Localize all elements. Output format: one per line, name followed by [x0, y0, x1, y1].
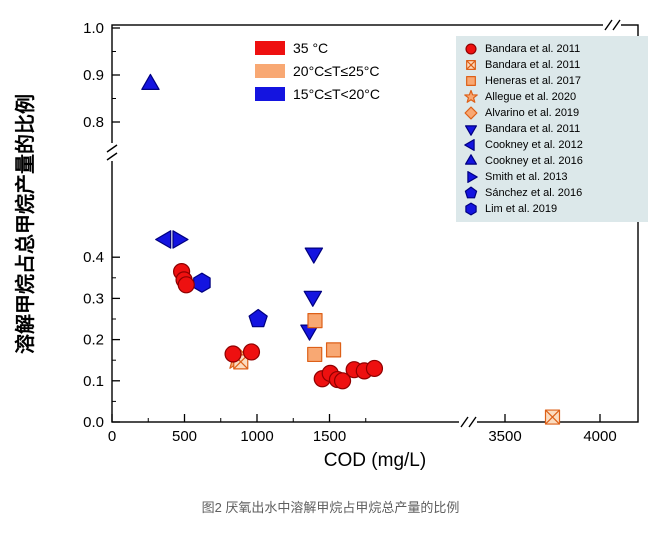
data-point-circle — [224, 345, 242, 363]
triangle-right-legend-icon — [467, 170, 478, 183]
figure-caption: 图2 厌氧出水中溶解甲烷占甲烷总产量的比例 — [201, 500, 460, 515]
circle-legend-icon — [465, 43, 477, 55]
study-legend-item: Bandara et al. 2011 — [462, 57, 642, 73]
data-point-triangle-up — [141, 73, 160, 91]
study-legend-label: Alvarino et al. 2019 — [485, 107, 580, 119]
data-point-circle — [177, 276, 195, 294]
temp-color-swatch — [255, 40, 285, 55]
temperature-legend: 35 °C 20°C≤T≤25°C 15°C≤T<20°C — [255, 36, 380, 105]
study-legend: Bandara et al. 2011 Bandara et al. 2011 He… — [456, 36, 648, 222]
scatter-plot: COD (mg/L) 溶解甲烷占总甲烷产量的比例 0 500 1000 1500 350… — [13, 19, 644, 471]
y-tick-label: 0.1 — [83, 373, 104, 390]
data-point-circle — [242, 343, 261, 361]
y-tick-label: 0.2 — [83, 332, 104, 349]
study-legend-item: Cookney et al. 2012 — [462, 137, 642, 153]
data-point-triangle-right — [467, 170, 478, 183]
data-point-hexagon — [193, 272, 211, 293]
study-legend-item: Cookney et al. 2016 — [462, 153, 642, 169]
study-legend-label: Lim et al. 2019 — [485, 203, 558, 215]
y-tick-label: 1.0 — [83, 20, 104, 37]
x-tick-label: 1500 — [313, 428, 346, 445]
data-point-triangle-down — [304, 247, 324, 264]
star-legend-icon — [464, 89, 478, 103]
y-axis-break — [108, 143, 116, 161]
temp-legend-item: 20°C≤T≤25°C — [255, 59, 380, 82]
study-legend-item: Alvarino et al. 2019 — [462, 105, 642, 121]
data-point-star — [464, 89, 478, 103]
study-legend-item: Lim et al. 2019 — [462, 201, 642, 217]
study-legend-item: Heneras et al. 2017 — [462, 73, 642, 89]
x-axis-break — [459, 418, 477, 426]
x-tick-label: 0 — [108, 428, 116, 445]
temp-legend-label: 20°C≤T≤25°C — [293, 62, 380, 79]
plot-frame — [111, 24, 639, 423]
study-legend-label: Smith et al. 2013 — [485, 171, 568, 183]
temp-legend-item: 35 °C — [255, 36, 380, 59]
data-point-pentagon — [248, 308, 268, 328]
study-legend-item: Bandara et al. 2011 — [462, 41, 642, 57]
temp-legend-label: 35 °C — [293, 39, 329, 56]
x-axis-title: COD (mg/L) — [324, 450, 426, 471]
data-point-triangle-right — [172, 230, 189, 249]
data-point-triangle-down — [303, 290, 323, 307]
x-tick-label: 4000 — [583, 428, 616, 445]
y-tick-label: 0.0 — [83, 414, 104, 431]
data-point-triangle-left — [464, 138, 475, 151]
study-legend-label: Bandara et al. 2011 — [485, 123, 581, 135]
x-tick-label: 3500 — [488, 428, 521, 445]
temp-legend-label: 15°C≤T<20°C — [293, 85, 380, 102]
data-point-triangle-down — [464, 125, 477, 136]
plot-area: 0 500 1000 1500 3500 4000 0.0 0.1 0.2 0.3 0.4 0.8 0.… — [83, 19, 644, 445]
data-point-triangle-left — [155, 230, 172, 249]
temp-legend-item: 15°C≤T<20°C — [255, 82, 380, 105]
triangle-down-legend-icon — [464, 125, 477, 136]
diamond-legend-icon — [464, 106, 478, 120]
temp-color-swatch — [255, 86, 285, 101]
y-tick-label: 0.9 — [83, 67, 104, 84]
triangle-left-legend-icon — [464, 138, 475, 151]
y-axis-title: 溶解甲烷占总甲烷产量的比例 — [13, 94, 37, 354]
data-point-pentagon — [464, 186, 478, 199]
data-point-circle — [333, 372, 352, 390]
hexagon-legend-icon — [465, 202, 477, 216]
data-point-square — [307, 346, 323, 363]
y-tick-label: 0.3 — [83, 290, 104, 307]
x-tick-label: 500 — [172, 428, 197, 445]
study-legend-item: Sánchez et al. 2016 — [462, 185, 642, 201]
study-legend-label: Heneras et al. 2017 — [485, 75, 582, 87]
data-point-circle — [465, 43, 477, 55]
x-tick-label: 1000 — [240, 428, 273, 445]
y-tick-label: 0.8 — [83, 114, 104, 131]
x-axis-break — [603, 21, 621, 29]
square-cross-legend-icon — [466, 60, 476, 70]
data-point-square — [307, 313, 323, 329]
study-legend-label: Bandara et al. 2011 — [485, 43, 581, 55]
study-legend-item: Allegue et al. 2020 — [462, 89, 642, 105]
y-tick-label: 0.4 — [83, 249, 104, 266]
pentagon-legend-icon — [464, 186, 478, 199]
data-point-hexagon — [465, 202, 477, 216]
data-point-circle — [365, 359, 384, 378]
study-legend-item: Bandara et al. 2011 — [462, 121, 642, 137]
data-point-diamond — [464, 106, 478, 120]
temp-color-swatch — [255, 63, 285, 78]
study-legend-label: Allegue et al. 2020 — [485, 91, 577, 103]
triangle-up-legend-icon — [464, 154, 477, 165]
data-point-square — [325, 342, 342, 358]
data-point-triangle-up — [464, 154, 477, 165]
study-legend-label: Sánchez et al. 2016 — [485, 187, 583, 199]
square-legend-icon — [466, 76, 476, 86]
study-legend-item: Smith et al. 2013 — [462, 169, 642, 185]
study-legend-label: Cookney et al. 2016 — [485, 155, 583, 167]
data-point-square — [466, 76, 476, 86]
study-legend-label: Cookney et al. 2012 — [485, 139, 583, 151]
study-legend-label: Bandara et al. 2011 — [485, 59, 581, 71]
